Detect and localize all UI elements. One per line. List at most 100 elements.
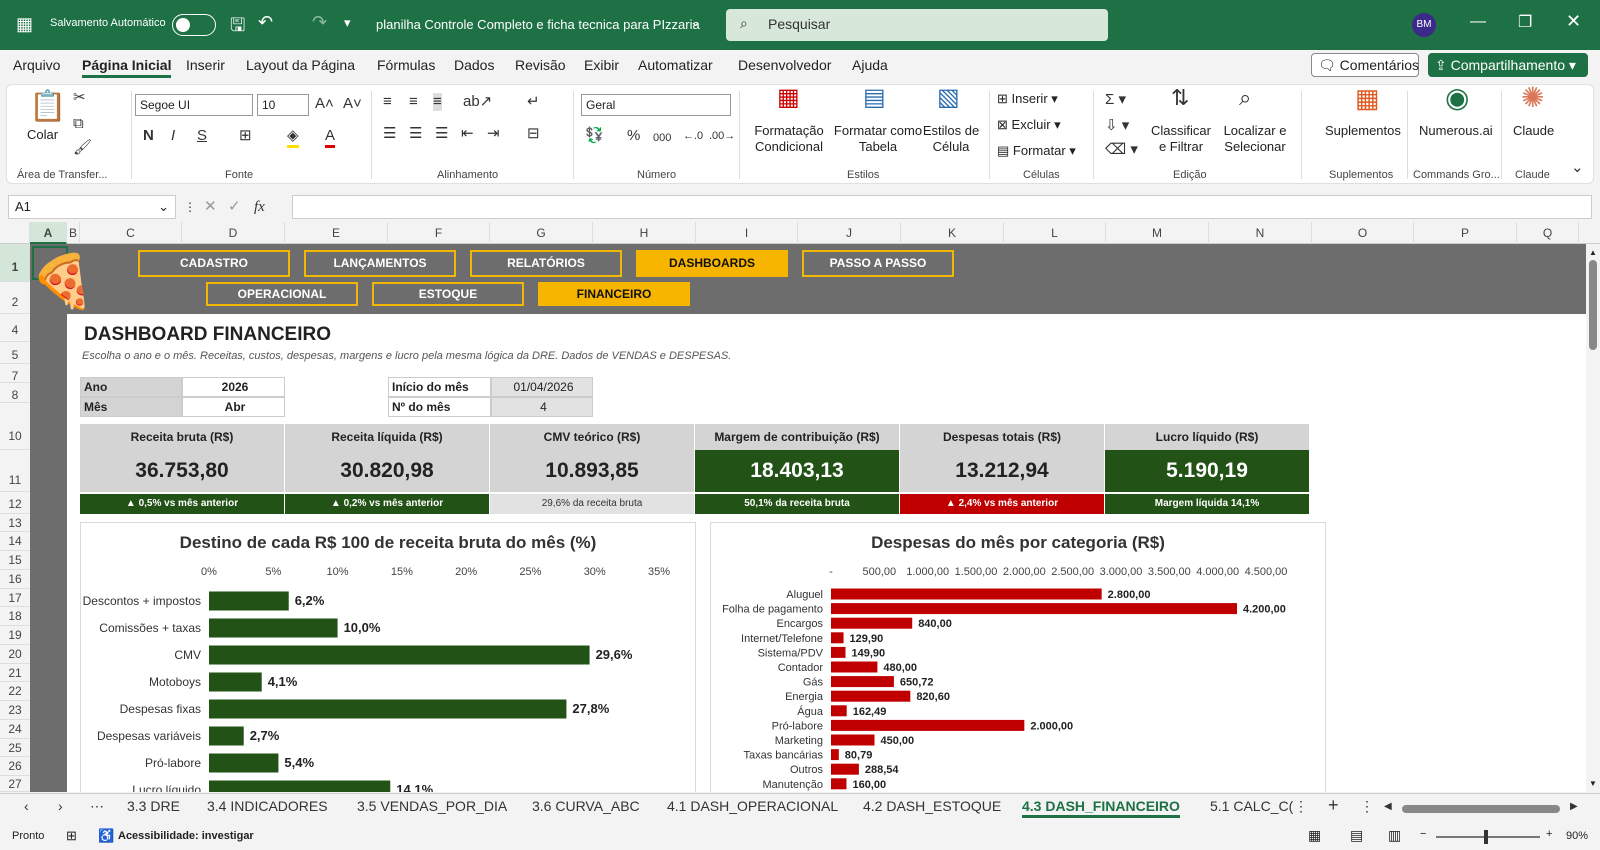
chart-despesas-categoria[interactable]: Despesas do mês por categoria (R$) - 500,… [710,522,1326,792]
chart-destino-receita[interactable]: Destino de cada R$ 100 de receita bruta … [80,522,696,792]
menu-automatizar[interactable]: Automatizar [638,57,713,73]
zoom-out-icon[interactable]: − [1420,828,1427,840]
align-left-icon[interactable]: ☰ [383,125,397,142]
selected-cell[interactable] [32,246,68,280]
copy-icon[interactable]: ⧉ [73,115,84,132]
column-header[interactable]: G [490,222,593,244]
increase-decimal-icon[interactable]: ←.0 [683,130,704,142]
row-header[interactable]: 7 [0,364,30,383]
chevron-down-icon[interactable]: ⌄ [690,14,701,29]
row-header[interactable]: 24 [0,720,30,739]
font-size-select[interactable]: 10 [257,94,309,116]
row-header[interactable]: 14 [0,532,30,551]
column-header[interactable]: K [901,222,1004,244]
restore-icon[interactable]: ❐ [1518,14,1533,31]
row-header[interactable]: 19 [0,626,30,645]
page-break-icon[interactable]: ▥ [1388,827,1402,843]
align-middle-icon[interactable]: ≡ [409,93,418,110]
insert-cells-button[interactable]: ⊞ Inserir ▾ [997,91,1058,106]
scroll-up-icon[interactable]: ▲ [1589,248,1597,257]
formula-input[interactable] [292,195,1592,219]
row-header[interactable]: 25 [0,739,30,757]
column-header[interactable]: E [285,222,388,244]
fill-color-icon[interactable]: ◈ [287,127,299,148]
row-header[interactable]: 22 [0,682,30,701]
menu-dados[interactable]: Dados [454,57,495,73]
thousands-button[interactable]: 000 [653,132,672,144]
column-header[interactable]: J [798,222,901,244]
row-header[interactable]: 13 [0,514,30,532]
row-header[interactable]: 21 [0,664,30,682]
column-header[interactable]: A [30,222,67,244]
column-header[interactable]: O [1312,222,1414,244]
menu-layout[interactable]: Layout da Página [246,57,355,73]
nav-estoque-button[interactable]: ESTOQUE [372,282,524,306]
redo-icon[interactable]: ↷ [312,12,328,32]
cut-icon[interactable]: ✂ [73,89,86,106]
more-icon[interactable]: ⋮ [184,200,196,214]
sort-filter-button[interactable]: Classificar e Filtrar [1151,123,1211,154]
paste-icon[interactable]: 📋 [29,90,67,123]
cell-styles-icon[interactable]: ▧ [937,84,960,111]
row-header[interactable]: 16 [0,570,30,589]
conditional-format-button[interactable]: Formatação Condicional [754,123,824,154]
find-icon[interactable]: ⌕ [1239,85,1252,110]
column-header[interactable]: B [67,222,80,244]
select-all-corner[interactable] [0,222,30,244]
format-table-icon[interactable]: ▤ [863,84,886,111]
row-header[interactable]: 18 [0,607,30,626]
row-header[interactable]: 5 [0,342,30,364]
menu-arquivo[interactable]: Arquivo [13,57,61,73]
orientation-icon[interactable]: ab↗ [463,93,493,110]
menu-formulas[interactable]: Fórmulas [377,57,436,73]
normal-view-icon[interactable]: ▦ [1308,827,1322,843]
menu-exibir[interactable]: Exibir [584,57,620,73]
column-header[interactable]: P [1414,222,1517,244]
font-name-select[interactable]: Segoe UI [135,94,253,116]
worksheet[interactable]: 🍕 CADASTRO LANÇAMENTOS RELATÓRIOS DASHBO… [30,244,1586,792]
row-header[interactable]: 26 [0,757,30,776]
autosum-icon[interactable]: Σ ▾ [1105,91,1126,108]
row-header[interactable]: 17 [0,589,30,607]
nav-dashboards-button[interactable]: DASHBOARDS [636,250,788,277]
column-header[interactable]: D [182,222,285,244]
claude-icon[interactable]: ✺ [1521,82,1545,113]
tab-prev-icon[interactable]: ‹ [24,798,29,814]
nav-relatorios-button[interactable]: RELATÓRIOS [470,250,622,277]
document-title[interactable]: planilha Controle Completo e ficha tecni… [376,17,700,32]
ano-input[interactable]: 2026 [182,377,285,397]
column-header[interactable]: M [1106,222,1209,244]
customize-toolbar-icon[interactable]: ▾ [344,15,351,30]
avatar[interactable]: BM [1412,13,1436,37]
addins-button[interactable]: Suplementos [1325,123,1401,138]
row-header[interactable]: 11 [0,450,30,492]
paste-label[interactable]: Colar [27,127,59,142]
sheet-tab[interactable]: 5.1 CALC_C( [1210,798,1294,814]
nav-passo-a-passo-button[interactable]: PASSO A PASSO [802,250,954,277]
menu-inserir[interactable]: Inserir [186,57,225,73]
row-header[interactable]: 10 [0,403,30,450]
close-icon[interactable]: ✕ [1566,11,1582,31]
decrease-decimal-icon[interactable]: .00→ [709,130,736,142]
vertical-scrollbar[interactable]: ▲ ▼ [1586,244,1600,792]
nav-lancamentos-button[interactable]: LANÇAMENTOS [304,250,456,277]
row-header[interactable]: 27 [0,776,30,792]
align-top-icon[interactable]: ≡ [383,93,392,110]
zoom-slider[interactable] [1436,836,1540,838]
name-box[interactable]: A1 ⌄ [8,195,176,219]
accessibility-icon[interactable]: ♿ [98,828,115,843]
search-input[interactable]: Pesquisar [768,16,831,32]
horizontal-scroll-thumb[interactable] [1402,805,1560,813]
addins-icon[interactable]: ▦ [1355,83,1380,113]
macro-recording-icon[interactable]: ⊞ [66,828,77,843]
claude-button[interactable]: Claude [1513,123,1555,138]
format-cells-button[interactable]: ▤ Formatar ▾ [997,143,1076,158]
borders-icon[interactable]: ⊞ [239,127,252,144]
row-header[interactable]: 2 [0,282,30,314]
sheet-tab[interactable]: 4.2 DASH_ESTOQUE [863,798,1002,814]
row-header[interactable]: 4 [0,314,30,342]
save-icon[interactable]: 🖫 [230,15,246,35]
mes-input[interactable]: Abr [182,397,285,417]
percent-button[interactable]: % [627,127,641,144]
menu-desenvolvedor[interactable]: Desenvolvedor [738,57,832,73]
